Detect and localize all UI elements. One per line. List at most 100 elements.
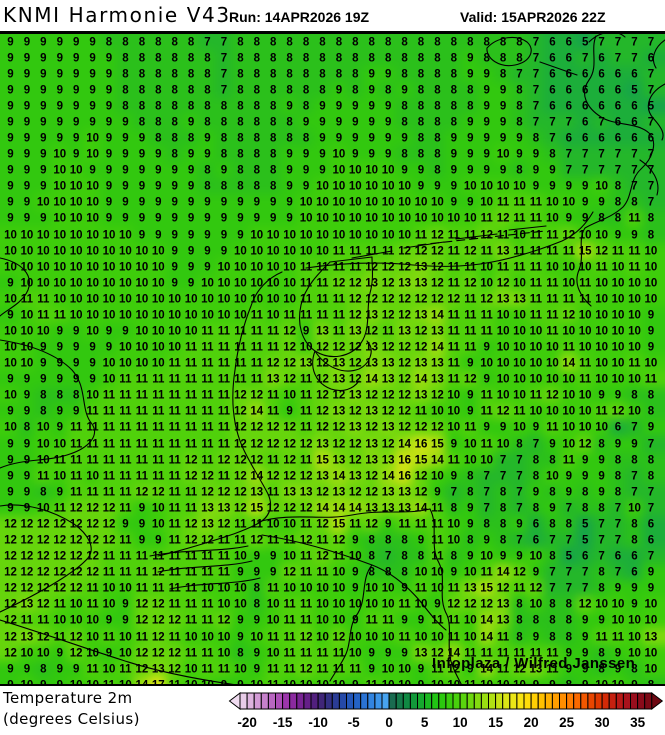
grid-temp-value: 9 [56,357,63,370]
grid-temp-value: 8 [532,469,540,482]
grid-temp-value: 10 [118,260,132,273]
grid-temp-value: 9 [138,164,146,177]
grid-temp-value: 11 [529,244,542,257]
grid-temp-value: 12 [332,630,346,643]
grid-temp-value: 15 [578,244,592,257]
temp-shade-cell [99,162,119,181]
grid-temp-value: 13 [381,485,395,498]
grid-temp-value: 9 [450,148,457,161]
grid-temp-value: 8 [204,116,211,129]
grid-temp-value: 8 [187,132,195,145]
grid-temp-value: 10 [217,630,231,643]
grid-temp-value: 10 [562,389,576,402]
grid-temp-value: 7 [614,35,622,48]
temp-shade-cell [641,113,661,132]
grid-temp-value: 10 [414,566,428,579]
grid-temp-value: 10 [53,228,67,241]
grid-temp-value: 9 [335,132,343,145]
grid-temp-value: 8 [417,132,425,145]
grid-temp-value: 14 [250,469,264,482]
grid-temp-value: 10 [447,405,461,418]
temp-shade-cell [50,65,69,84]
grid-temp-value: 11 [119,389,132,402]
grid-temp-value: 7 [532,100,540,113]
grid-temp-value: 11 [119,469,132,482]
grid-temp-value: 10 [233,598,247,611]
grid-temp-value: 8 [483,518,490,531]
grid-temp-value: 8 [220,116,228,129]
temp-shade-cell [625,81,644,100]
colorbar-tick-label: 10 [453,715,468,730]
temp-shade-cell [116,129,135,148]
grid-temp-value: 10 [332,180,346,193]
grid-temp-value: 14 [414,373,428,386]
temp-shade-cell [329,97,349,116]
grid-temp-value: 12 [69,534,83,547]
grid-temp-value: 11 [135,630,148,643]
grid-temp-value: 10 [348,212,362,225]
grid-temp-value: 11 [217,325,231,338]
grid-temp-value: 12 [36,550,50,563]
colorbar-tick-label: 5 [421,715,429,730]
grid-temp-value: 8 [401,67,408,80]
temp-shade-cell [428,34,447,52]
grid-temp-value: 8 [499,518,507,531]
grid-temp-value: 8 [237,35,244,48]
grid-temp-value: 13 [365,437,379,450]
grid-temp-value: 8 [187,35,195,48]
grid-temp-value: 6 [549,51,556,64]
grid-temp-value: 13 [365,357,379,370]
grid-temp-value: 9 [105,341,113,354]
grid-temp-value: 11 [447,453,460,466]
grid-temp-value: 9 [7,212,14,225]
grid-temp-value: 11 [70,469,83,482]
grid-temp-value: 8 [565,598,572,611]
grid-temp-value: 11 [300,293,313,306]
grid-temp-value: 9 [105,116,113,129]
temp-shade-cell [444,81,463,100]
grid-temp-value: 11 [119,662,132,675]
grid-temp-value: 8 [483,51,490,64]
grid-temp-value: 9 [549,180,556,193]
temp-shade-cell [428,65,447,84]
temp-shade-cell [493,34,513,52]
grid-temp-value: 7 [532,51,540,64]
temp-shade-cell [280,162,299,181]
grid-temp-value: 10 [53,276,67,289]
temp-shade-cell [411,97,431,116]
grid-temp-value: 7 [598,164,605,177]
grid-temp-value: 15 [250,502,264,515]
grid-temp-value: 9 [72,67,80,80]
grid-temp-value: 9 [565,180,572,193]
legend-title-line1: Temperature 2m [3,689,133,707]
grid-temp-value: 9 [467,51,474,64]
grid-temp-value: 12 [151,614,165,627]
grid-temp-value: 10 [545,405,559,418]
grid-temp-value: 6 [549,67,556,80]
temp-shade-cell [149,146,168,165]
grid-temp-value: 10 [529,373,543,386]
grid-temp-value: 10 [36,228,50,241]
grid-temp-value: 9 [122,132,129,145]
temp-shade-cell [50,146,69,165]
temp-shade-cell [477,65,496,84]
grid-temp-value: 12 [53,518,67,531]
grid-temp-value: 10 [348,228,362,241]
grid-temp-value: 6 [532,518,540,531]
grid-temp-value: 10 [562,196,576,209]
grid-temp-value: 10 [332,582,346,595]
grid-temp-value: 10 [53,180,67,193]
grid-temp-value: 13 [332,405,346,418]
grid-temp-value: 8 [269,164,277,177]
grid-temp-value: 9 [220,196,228,209]
grid-temp-value: 11 [185,357,198,370]
grid-temp-value: 10 [316,196,329,209]
grid-temp-value: 11 [250,341,263,354]
temp-shade-cell [313,81,332,100]
grid-temp-value: 9 [23,485,31,498]
grid-temp-value: 11 [135,389,148,402]
grid-temp-value: 9 [155,228,162,241]
grid-temp-value: 10 [36,276,50,289]
grid-temp-value: 6 [614,116,622,129]
grid-temp-value: 11 [447,630,460,643]
